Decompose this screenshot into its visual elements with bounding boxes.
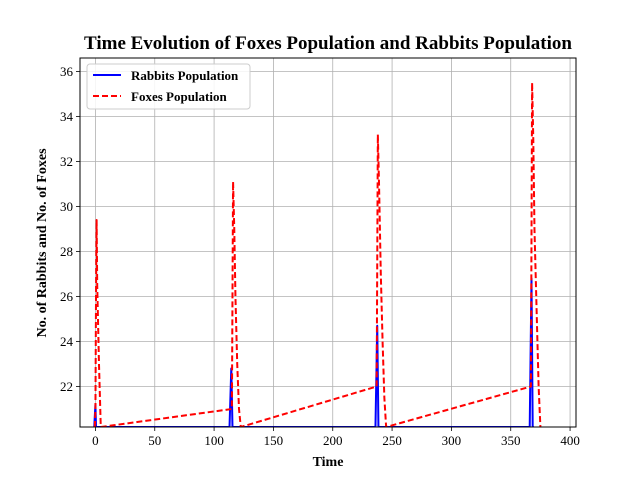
y-tick-label: 22 [60, 379, 73, 394]
rabbits-population-line [93, 277, 535, 427]
x-tick-label: 300 [442, 433, 462, 448]
x-tick-label: 50 [148, 433, 161, 448]
y-tick-label: 28 [60, 244, 73, 259]
x-tick-label: 100 [204, 433, 224, 448]
legend-label-foxes: Foxes Population [131, 89, 227, 104]
y-tick-label: 26 [60, 289, 74, 304]
y-tick-label: 36 [60, 64, 74, 79]
y-tick-label: 32 [60, 154, 73, 169]
y-tick-label: 30 [60, 199, 73, 214]
x-axis-ticks: 0 50 100 150 200 250 300 350 400 [92, 427, 580, 448]
chart-title: Time Evolution of Foxes Population and R… [84, 33, 572, 54]
plot-frame [79, 57, 577, 428]
x-tick-label: 250 [382, 433, 402, 448]
x-tick-label: 200 [323, 433, 343, 448]
x-tick-label: 0 [92, 433, 99, 448]
x-axis-label: Time [313, 455, 344, 470]
x-tick-label: 150 [264, 433, 284, 448]
legend: Rabbits Population Foxes Population [86, 63, 251, 110]
y-tick-label: 34 [60, 109, 74, 124]
y-axis-ticks: 22 24 26 28 30 32 34 36 [60, 64, 80, 394]
legend-box [86, 63, 251, 110]
foxes-population-line [93, 81, 542, 427]
legend-label-rabbits: Rabbits Population [131, 68, 239, 83]
grid [80, 58, 576, 427]
y-tick-label: 24 [60, 334, 74, 349]
series-group [93, 81, 542, 427]
x-tick-label: 400 [560, 433, 580, 448]
x-tick-label: 350 [501, 433, 521, 448]
y-axis-label: No. of Rabbits and No. of Foxes [35, 148, 50, 338]
